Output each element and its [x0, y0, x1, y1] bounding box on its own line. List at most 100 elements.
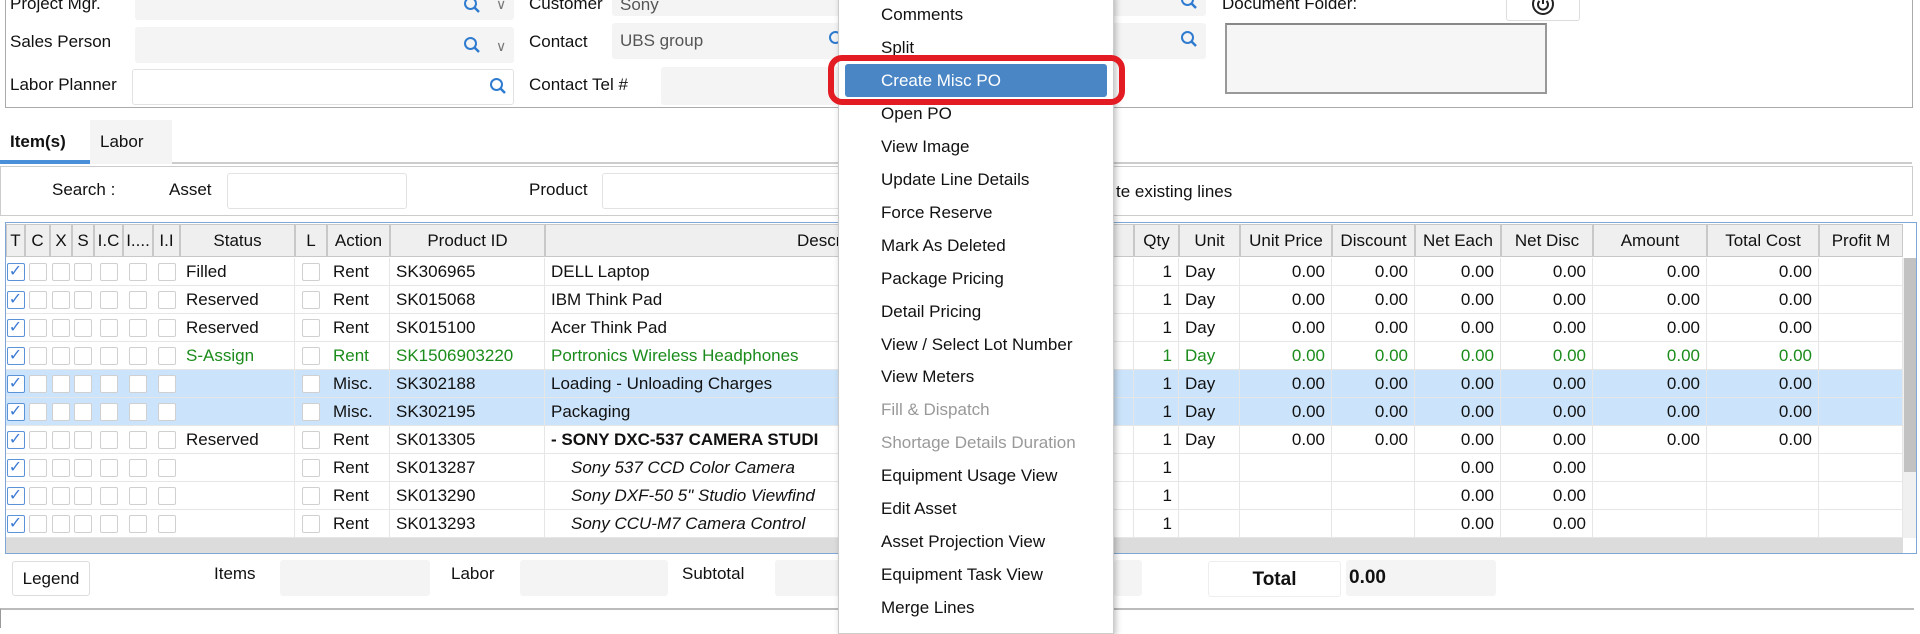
menu-item-merge-lines[interactable]: Merge Lines [881, 598, 975, 618]
document-folder-box[interactable] [1225, 23, 1547, 94]
checkbox[interactable] [99, 291, 118, 309]
column-header[interactable]: Action [327, 224, 390, 257]
checkbox[interactable] [74, 319, 92, 337]
checkbox[interactable] [28, 291, 47, 309]
checkbox[interactable] [157, 487, 176, 505]
checkbox[interactable] [302, 319, 320, 337]
checkbox-checked[interactable]: ✓ [6, 431, 25, 449]
checkbox[interactable] [52, 347, 70, 365]
column-header[interactable]: L [295, 224, 327, 257]
checkbox[interactable] [52, 403, 70, 421]
checkbox[interactable] [157, 263, 176, 281]
checkbox[interactable] [302, 375, 320, 393]
column-header[interactable]: Net Each [1415, 224, 1501, 257]
search-icon[interactable] [1180, 0, 1198, 10]
checkbox[interactable] [52, 291, 70, 309]
checkbox[interactable] [74, 487, 92, 505]
checkbox[interactable] [99, 459, 118, 477]
menu-item-asset-projection-view[interactable]: Asset Projection View [881, 532, 1046, 552]
checkbox[interactable] [99, 403, 118, 421]
contact-field[interactable]: UBS group [612, 23, 844, 59]
checkbox[interactable] [129, 347, 147, 365]
column-header[interactable]: T [6, 224, 25, 257]
checkbox[interactable] [157, 375, 176, 393]
checkbox[interactable] [129, 431, 147, 449]
column-header[interactable]: Profit M [1819, 224, 1903, 257]
column-header[interactable]: I.C [94, 224, 123, 257]
menu-item-force-reserve[interactable]: Force Reserve [881, 202, 993, 222]
checkbox[interactable] [157, 431, 176, 449]
checkbox[interactable] [52, 263, 70, 281]
checkbox[interactable] [302, 403, 320, 421]
checkbox[interactable] [129, 487, 147, 505]
menu-item-comments[interactable]: Comments [881, 5, 964, 24]
checkbox[interactable] [129, 319, 147, 337]
checkbox[interactable] [52, 459, 70, 477]
menu-item-update-line-details[interactable]: Update Line Details [881, 169, 1030, 189]
checkbox[interactable] [129, 375, 147, 393]
checkbox[interactable] [28, 263, 47, 281]
column-header[interactable]: Unit [1179, 224, 1240, 257]
menu-item-view-meters[interactable]: View Meters [881, 367, 975, 387]
menu-item-equipment-task-view[interactable]: Equipment Task View [881, 565, 1043, 585]
checkbox[interactable] [302, 487, 320, 505]
contact-tel-field[interactable] [661, 67, 845, 105]
checkbox[interactable] [129, 291, 147, 309]
checkbox[interactable] [28, 487, 47, 505]
column-header[interactable]: Amount [1593, 224, 1707, 257]
menu-item-view-select-lot-number[interactable]: View / Select Lot Number [881, 334, 1073, 354]
checkbox[interactable] [302, 347, 320, 365]
checkbox[interactable] [74, 515, 92, 533]
checkbox[interactable] [129, 263, 147, 281]
product-search-input[interactable] [602, 173, 842, 209]
checkbox[interactable] [99, 263, 118, 281]
checkbox[interactable] [28, 459, 47, 477]
labor-planner-field[interactable] [132, 69, 514, 105]
column-header[interactable]: Product ID [390, 224, 545, 257]
vertical-scrollbar[interactable] [1903, 258, 1916, 538]
checkbox[interactable] [74, 375, 92, 393]
checkbox[interactable] [99, 375, 118, 393]
checkbox[interactable] [52, 431, 70, 449]
menu-item-equipment-usage-view[interactable]: Equipment Usage View [881, 466, 1058, 486]
menu-item-create-misc-po[interactable]: Create Misc PO [845, 63, 1107, 97]
checkbox[interactable] [74, 263, 92, 281]
column-header[interactable]: I.... [123, 224, 153, 257]
search-icon[interactable] [463, 0, 481, 14]
legend-button[interactable]: Legend [12, 561, 90, 596]
checkbox[interactable] [52, 515, 70, 533]
checkbox-checked[interactable]: ✓ [6, 263, 25, 281]
checkbox[interactable] [302, 291, 320, 309]
column-header[interactable]: Status [180, 224, 295, 257]
checkbox[interactable] [157, 403, 176, 421]
checkbox[interactable] [129, 459, 147, 477]
checkbox[interactable] [74, 431, 92, 449]
checkbox[interactable] [74, 403, 92, 421]
column-header[interactable]: S [72, 224, 94, 257]
checkbox-checked[interactable]: ✓ [6, 291, 25, 309]
asset-search-input[interactable] [227, 173, 407, 209]
table-row[interactable]: ✓ Reserved Rent SK015100 Acer Think Pad 1 Day 0… [6, 314, 1903, 342]
tab-items[interactable]: Item(s) [0, 120, 90, 164]
checkbox[interactable] [99, 515, 118, 533]
checkbox-checked[interactable]: ✓ [6, 403, 25, 421]
checkbox[interactable] [52, 319, 70, 337]
checkbox[interactable] [157, 319, 176, 337]
checkbox[interactable] [129, 403, 147, 421]
chevron-down-icon[interactable]: ∨ [496, 38, 507, 54]
column-header[interactable]: Total Cost [1707, 224, 1819, 257]
menu-item-package-pricing[interactable]: Package Pricing [881, 268, 1004, 288]
checkbox[interactable] [99, 319, 118, 337]
checkbox[interactable] [74, 459, 92, 477]
search-icon[interactable] [489, 77, 507, 95]
checkbox[interactable] [52, 375, 70, 393]
project-mgr-field[interactable] [135, 0, 514, 20]
checkbox[interactable] [99, 431, 118, 449]
checkbox[interactable] [28, 347, 47, 365]
checkbox-checked[interactable]: ✓ [6, 347, 25, 365]
sales-person-field[interactable] [135, 27, 514, 63]
checkbox[interactable] [302, 515, 320, 533]
checkbox[interactable] [99, 347, 118, 365]
menu-item-edit-asset[interactable]: Edit Asset [881, 499, 957, 519]
checkbox-checked[interactable]: ✓ [6, 319, 25, 337]
